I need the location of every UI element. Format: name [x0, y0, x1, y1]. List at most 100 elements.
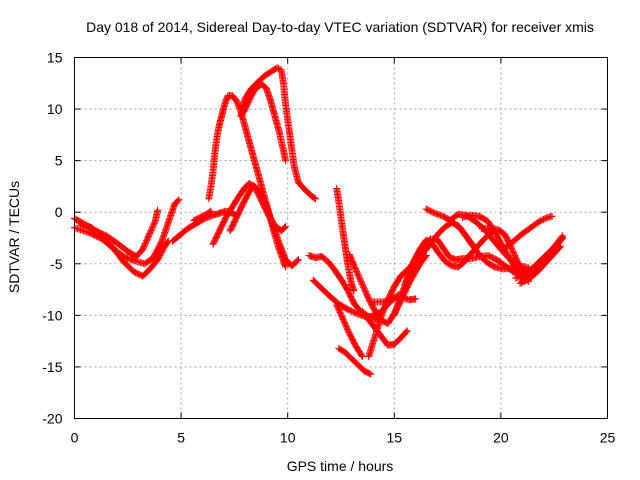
data-point [559, 232, 567, 240]
data-point [350, 287, 358, 295]
data-series-track-21 [401, 235, 526, 288]
data-point [257, 190, 265, 198]
data-point [310, 194, 318, 202]
data-series-track-5 [190, 207, 215, 224]
data-point [175, 196, 183, 204]
data-point [150, 221, 158, 229]
data-point [358, 280, 366, 288]
data-point [260, 198, 268, 206]
data-point [258, 192, 266, 200]
data-point [340, 318, 348, 326]
data-point [360, 283, 368, 291]
data-point [147, 227, 155, 235]
data-point [149, 222, 157, 230]
data-point [508, 246, 516, 254]
data-point [367, 370, 375, 378]
data-point [509, 249, 517, 257]
data-point [282, 263, 290, 271]
y-axis-label: SDTVAR / TECUs [6, 181, 22, 293]
x-tick-label: 15 [387, 430, 403, 446]
data-marks [71, 64, 567, 378]
data-point [358, 353, 366, 361]
data-point [259, 195, 267, 203]
data-point [261, 199, 269, 207]
data-point [558, 233, 566, 241]
data-point [344, 327, 352, 335]
data-point [282, 223, 290, 231]
y-tick-label: 10 [47, 101, 63, 117]
x-tick-label: 5 [177, 430, 185, 446]
data-point [512, 254, 520, 262]
data-point [163, 238, 171, 246]
data-point [342, 321, 350, 329]
data-point [206, 208, 214, 216]
x-tick-label: 25 [600, 430, 616, 446]
data-point [141, 241, 149, 249]
data-point [557, 242, 565, 250]
data-point [353, 267, 361, 275]
data-point [513, 256, 521, 264]
data-point [341, 320, 349, 328]
data-point [260, 196, 268, 204]
data-point [356, 275, 364, 283]
data-series-track-29 [518, 232, 567, 285]
data-point [259, 193, 267, 201]
y-tick-label: 5 [55, 153, 63, 169]
data-series-track-26 [501, 212, 556, 252]
data-point [144, 234, 152, 242]
data-point [403, 327, 411, 335]
data-point [338, 313, 346, 321]
data-point [336, 308, 344, 316]
data-point [154, 206, 162, 214]
y-tick-label: 0 [55, 204, 63, 220]
data-point [139, 245, 147, 253]
data-series-track-13 [333, 184, 358, 295]
data-point [146, 229, 154, 237]
data-point [139, 244, 147, 252]
data-point [335, 305, 343, 313]
y-tick-label: 15 [47, 50, 63, 66]
data-point [352, 266, 360, 274]
data-point [362, 289, 370, 297]
data-point [361, 286, 369, 294]
data-point [148, 225, 156, 233]
data-point [344, 326, 352, 334]
data-point [282, 157, 290, 165]
data-point [353, 269, 361, 277]
data-point [233, 97, 241, 105]
data-point [354, 272, 362, 280]
data-point [256, 188, 264, 196]
data-point [337, 311, 345, 319]
data-point [362, 288, 370, 296]
chart-title: Day 018 of 2014, Sidereal Day-to-day VTE… [86, 19, 594, 35]
x-axis-label: GPS time / hours [287, 458, 394, 474]
data-point [422, 252, 430, 260]
y-tick-label: -15 [42, 359, 62, 375]
data-point [143, 235, 151, 243]
data-point [357, 278, 365, 286]
data-point [340, 317, 348, 325]
data-point [142, 238, 150, 246]
data-point [174, 197, 182, 205]
x-tick-label: 20 [493, 430, 509, 446]
data-point [146, 228, 154, 236]
data-point [141, 240, 149, 248]
data-point [354, 270, 362, 278]
data-point [358, 279, 366, 287]
axis-ticks: 0 5 10 15 20 25 -20 -15 -10 -5 0 5 10 15 [42, 50, 615, 446]
data-point [143, 237, 151, 245]
data-point [207, 207, 215, 215]
data-point [148, 224, 156, 232]
data-point [293, 257, 301, 265]
data-point [509, 247, 517, 255]
data-series-track-15 [335, 344, 375, 378]
data-point [510, 250, 518, 258]
data-series-track-10 [226, 181, 302, 270]
data-point [140, 242, 148, 250]
data-point [511, 253, 519, 261]
data-point [363, 291, 371, 299]
data-point [281, 224, 289, 232]
data-point [356, 276, 364, 284]
